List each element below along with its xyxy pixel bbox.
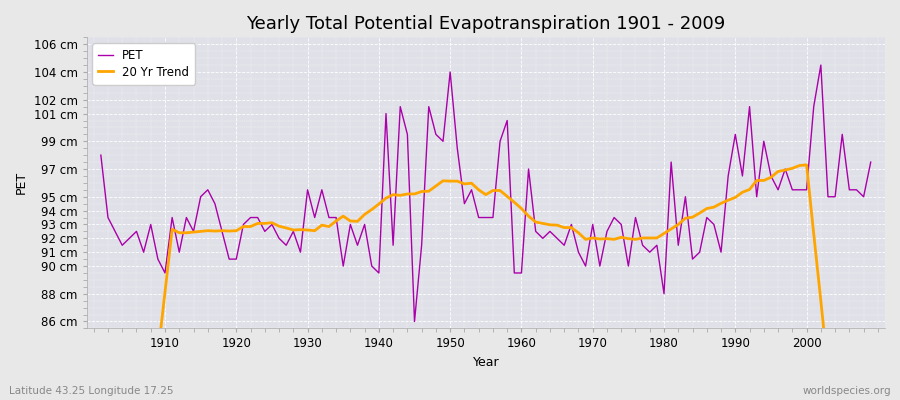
PET <box>815 63 826 68</box>
20 Yr Trend <box>508 200 519 205</box>
20 Yr Trend <box>601 236 612 241</box>
20 Yr Trend <box>352 219 363 224</box>
Line: PET: PET <box>101 65 870 322</box>
Text: worldspecies.org: worldspecies.org <box>803 386 891 396</box>
X-axis label: Year: Year <box>472 356 500 369</box>
PET <box>516 270 526 275</box>
Line: 20 Yr Trend: 20 Yr Trend <box>101 165 870 400</box>
PET <box>95 153 106 158</box>
PET <box>152 257 163 262</box>
20 Yr Trend <box>516 206 526 211</box>
PET <box>523 167 534 172</box>
PET <box>608 215 619 220</box>
20 Yr Trend <box>310 228 320 233</box>
20 Yr Trend <box>152 352 163 357</box>
PET <box>865 160 876 164</box>
20 Yr Trend <box>801 162 812 167</box>
Y-axis label: PET: PET <box>15 171 28 194</box>
PET <box>310 215 320 220</box>
PET <box>410 319 420 324</box>
Title: Yearly Total Potential Evapotranspiration 1901 - 2009: Yearly Total Potential Evapotranspiratio… <box>247 15 725 33</box>
Text: Latitude 43.25 Longitude 17.25: Latitude 43.25 Longitude 17.25 <box>9 386 174 396</box>
PET <box>352 243 363 248</box>
Legend: PET, 20 Yr Trend: PET, 20 Yr Trend <box>93 43 195 84</box>
